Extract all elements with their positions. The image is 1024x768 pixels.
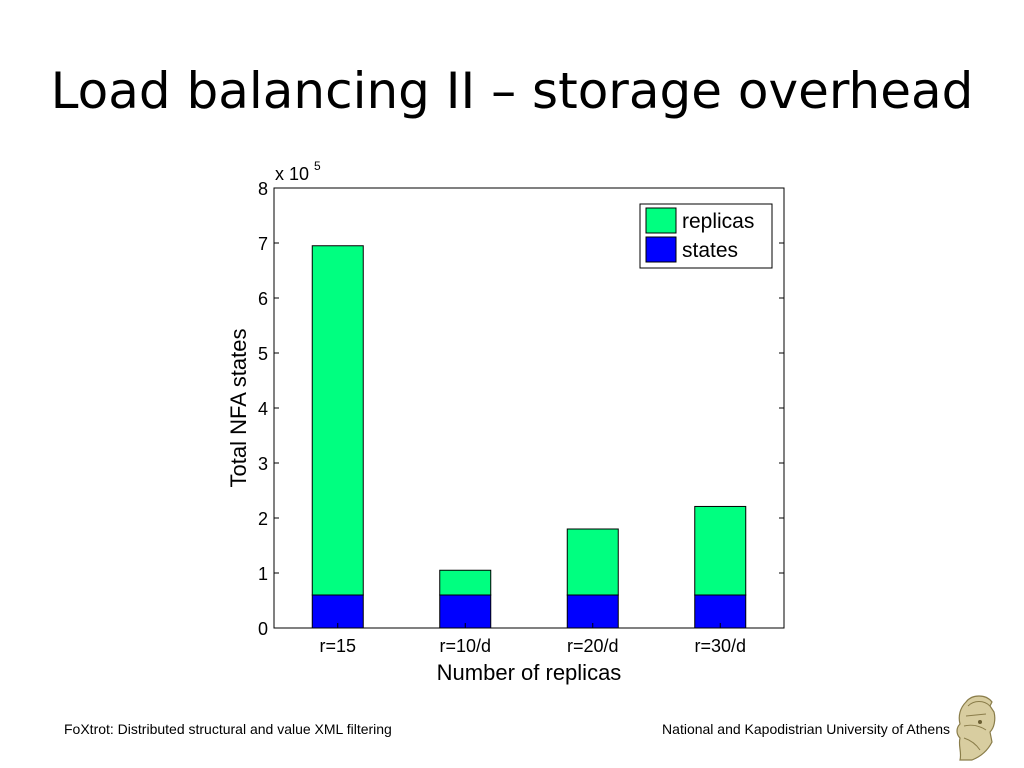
- bar-replicas-1: [439, 569, 492, 596]
- y-tick-label: 2: [258, 509, 268, 529]
- x-tick-label: r=20/d: [567, 636, 619, 656]
- x-tick-label: r=30/d: [694, 636, 746, 656]
- legend: replicas states: [639, 203, 773, 269]
- y-axis-multiplier-exponent: 5: [314, 159, 321, 173]
- y-tick-label: 7: [258, 234, 268, 254]
- y-axis-multiplier: x 10: [275, 164, 309, 184]
- y-tick-label: 4: [258, 399, 268, 419]
- y-tick-label: 0: [258, 619, 268, 639]
- athena-helmet-logo-icon: [952, 694, 1000, 762]
- footer-left-text: FoXtrot: Distributed structural and valu…: [64, 721, 392, 737]
- bar-replicas-0: [311, 245, 364, 596]
- bar-replicas-3: [694, 505, 747, 596]
- slide-title: Load balancing II – storage overhead: [50, 62, 974, 120]
- legend-label-states: states: [682, 239, 738, 262]
- x-tick-label: r=10/d: [439, 636, 491, 656]
- y-tick-label: 1: [258, 564, 268, 584]
- footer-right-text: National and Kapodistrian University of …: [662, 721, 950, 737]
- y-axis-label: Total NFA states: [226, 329, 251, 488]
- legend-swatch-replicas: [645, 207, 677, 234]
- y-tick-label: 8: [258, 179, 268, 199]
- plot-frame: [273, 187, 785, 629]
- y-tick-label: 3: [258, 454, 268, 474]
- legend-swatch-states: [645, 236, 677, 263]
- y-tick-label: 5: [258, 344, 268, 364]
- x-axis-label: Number of replicas: [437, 660, 622, 685]
- bar-replicas-2: [566, 528, 619, 596]
- y-tick-label: 6: [258, 289, 268, 309]
- x-tick-label: r=15: [319, 636, 356, 656]
- legend-label-replicas: replicas: [682, 210, 754, 233]
